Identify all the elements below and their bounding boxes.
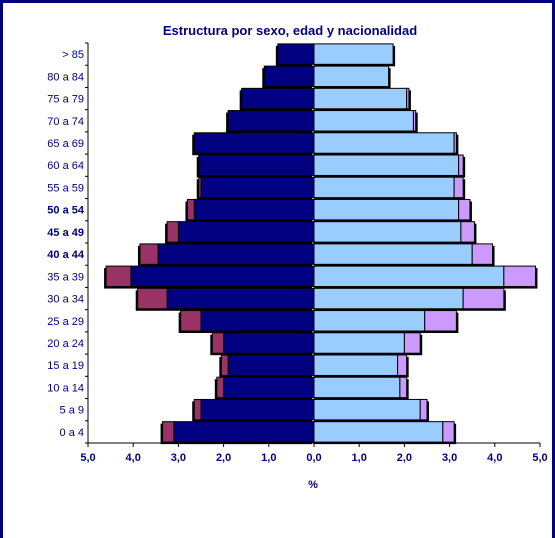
y-tick-label: 55 a 59 xyxy=(47,182,84,194)
x-tick-label: 3,0 xyxy=(171,452,186,464)
bar-right-s2-14 xyxy=(313,110,414,132)
bar-right-s2-6 xyxy=(313,287,464,310)
bar-right-s3-0 xyxy=(442,421,455,443)
bar-right-s2-17 xyxy=(313,43,394,65)
bar-right-s3-12 xyxy=(458,154,464,176)
bar-right-s2-1 xyxy=(313,398,421,421)
bar-left-s0-0 xyxy=(173,421,315,443)
bar-left-s1-1 xyxy=(193,398,202,421)
bar-left-s1-9 xyxy=(166,221,179,243)
bar-left-s1-5 xyxy=(180,310,202,332)
bar-right-s2-4 xyxy=(313,332,405,354)
y-tick-label: 35 a 39 xyxy=(47,271,84,283)
bar-right-s2-9 xyxy=(313,221,462,243)
bar-right-s2-2 xyxy=(313,376,401,399)
x-tick-label: 0,0 xyxy=(306,452,321,464)
bar-left-s0-1 xyxy=(200,398,315,421)
bar-right-s2-12 xyxy=(313,154,460,176)
bar-left-s1-4 xyxy=(211,332,225,354)
bar-right-s3-2 xyxy=(399,376,408,399)
x-tick-label: 5,0 xyxy=(80,452,95,464)
y-tick-label: 30 a 34 xyxy=(47,294,84,306)
axis-layer: 0 a 4 5 a 9 10 a 14 15 a 19 20 a 24 25 a 29 30… xyxy=(47,42,548,464)
x-tick-label: 4,0 xyxy=(126,452,141,464)
y-tick-label: 25 a 29 xyxy=(47,316,84,328)
bar-right-s2-0 xyxy=(313,421,444,443)
bar-left-s0-10 xyxy=(193,198,315,221)
x-tick-label: 2,0 xyxy=(216,452,231,464)
bar-right-s2-15 xyxy=(313,87,408,110)
bar-right-s2-8 xyxy=(313,243,473,265)
x-tick-label: 5,0 xyxy=(532,452,547,464)
x-axis-title: % xyxy=(308,479,318,491)
bar-left-s0-9 xyxy=(177,221,315,243)
bar-right-s3-6 xyxy=(462,287,505,310)
bar-left-s1-6 xyxy=(137,287,168,310)
x-tick-label: 2,0 xyxy=(397,452,412,464)
y-tick-label: 20 a 24 xyxy=(47,338,84,350)
y-tick-label: 80 a 84 xyxy=(47,71,84,83)
y-tick-label: 70 a 74 xyxy=(47,116,84,128)
x-tick-label: 4,0 xyxy=(487,452,502,464)
bar-right-s3-5 xyxy=(424,310,457,332)
y-tick-label: 40 a 44 xyxy=(47,249,85,261)
bar-left-s0-3 xyxy=(227,354,315,376)
bar-right-s3-7 xyxy=(503,265,536,288)
x-tick-label: 1,0 xyxy=(352,452,367,464)
y-tick-label: 10 a 14 xyxy=(47,382,84,394)
bar-left-s0-8 xyxy=(157,243,315,265)
y-tick-label: 65 a 69 xyxy=(47,138,84,150)
y-tick-label: 50 a 54 xyxy=(47,205,85,217)
bar-left-s1-3 xyxy=(220,354,229,376)
y-tick-label: 5 a 9 xyxy=(60,405,84,417)
bar-right-s2-10 xyxy=(313,198,460,221)
y-tick-label: > 85 xyxy=(62,49,84,61)
y-tick-label: 60 a 64 xyxy=(47,160,84,172)
bar-left-s1-8 xyxy=(139,243,159,265)
bar-left-s0-13 xyxy=(193,132,315,154)
bar-left-s0-7 xyxy=(130,265,315,288)
bar-right-s2-5 xyxy=(313,310,426,332)
bar-right-s3-15 xyxy=(406,87,410,110)
y-tick-label: 45 a 49 xyxy=(47,227,84,239)
bar-right-s3-4 xyxy=(403,332,421,354)
bar-left-s1-7 xyxy=(105,265,132,288)
bar-left-s1-11 xyxy=(198,176,202,199)
chart-title: Estructura por sexo, edad y nacionalidad xyxy=(163,23,417,38)
bar-right-s3-9 xyxy=(460,221,475,243)
bar-left-s1-0 xyxy=(162,421,175,443)
bar-right-s3-13 xyxy=(453,132,457,154)
bar-left-s0-14 xyxy=(227,110,315,132)
bar-left-s0-16 xyxy=(263,65,315,88)
bar-left-s0-12 xyxy=(198,154,315,176)
bar-left-s1-10 xyxy=(186,198,195,221)
bar-left-s0-17 xyxy=(277,43,315,65)
bar-left-s0-11 xyxy=(200,176,315,199)
bar-left-s1-2 xyxy=(216,376,225,399)
y-tick-label: 75 a 79 xyxy=(47,94,84,106)
bar-left-s0-4 xyxy=(223,332,315,354)
y-tick-label: 15 a 19 xyxy=(47,360,84,372)
bar-right-s3-10 xyxy=(458,198,471,221)
bar-right-s2-16 xyxy=(313,65,390,88)
bar-right-s2-13 xyxy=(313,132,455,154)
bar-right-s2-3 xyxy=(313,354,399,376)
x-tick-label: 1,0 xyxy=(261,452,276,464)
bar-right-s3-11 xyxy=(453,176,464,199)
bar-left-s0-5 xyxy=(200,310,315,332)
bar-left-s0-15 xyxy=(241,87,315,110)
bars-layer xyxy=(104,43,538,445)
bar-left-s0-2 xyxy=(223,376,315,399)
bar-right-s3-8 xyxy=(471,243,494,265)
y-tick-label: 0 a 4 xyxy=(60,427,84,439)
bar-right-s2-11 xyxy=(313,176,455,199)
bar-left-s0-6 xyxy=(166,287,315,310)
bar-right-s3-14 xyxy=(412,110,417,132)
bar-right-s3-1 xyxy=(419,398,428,421)
bar-right-s2-7 xyxy=(313,265,505,288)
x-tick-label: 3,0 xyxy=(442,452,457,464)
bar-right-s3-3 xyxy=(397,354,408,376)
